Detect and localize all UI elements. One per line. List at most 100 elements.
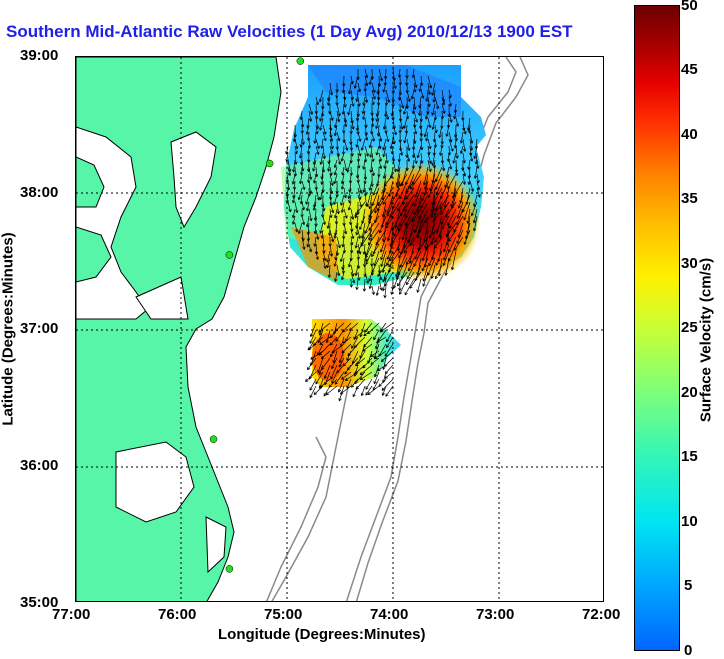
velocity-arrow [343,117,348,128]
velocity-arrow [434,229,443,243]
velocity-arrow [334,371,345,385]
velocity-arrow [287,201,292,213]
velocity-arrow [439,194,450,210]
velocity-arrow [337,378,345,393]
velocity-arrow [371,243,380,258]
velocity-arrow [340,271,345,281]
velocity-arrow [449,215,457,229]
velocity-arrow [364,215,373,234]
velocity-arrow [443,243,450,261]
velocity-arrow [315,371,324,385]
velocity-arrow [333,257,338,267]
velocity-arrow [318,364,324,376]
velocity-arrow [291,208,296,219]
velocity-arrow [469,180,474,192]
velocity-arrow [350,117,355,130]
velocity-arrow [448,89,452,99]
velocity-arrow [362,110,366,120]
velocity-arrow [431,103,436,116]
velocity-arrow [404,278,415,296]
colorbar-tick: 40 [681,126,698,143]
velocity-arrow [420,208,429,224]
velocity-arrow [359,371,373,381]
velocity-arrow [438,124,443,138]
velocity-arrow [385,131,390,143]
velocity-arrow [406,152,411,162]
velocity-arrow [385,110,390,120]
velocity-arrow [417,103,422,117]
x-tick-label: 72:00 [582,606,621,623]
velocity-arrow [341,166,345,176]
velocity-arrow [373,371,380,385]
velocity-arrow [350,208,355,220]
velocity-arrow [422,166,429,186]
velocity-arrow [421,257,429,272]
velocity-arrow [380,250,387,267]
velocity-arrow [455,166,459,176]
velocity-arrow [382,187,394,205]
velocity-arrow [357,131,362,142]
velocity-arrow [354,208,359,219]
velocity-arrow [355,138,359,148]
velocity-arrow [375,145,380,156]
velocity-arrow [341,371,352,380]
velocity-arrow [383,285,387,299]
velocity-arrow [455,117,460,127]
colorbar-tick: 5 [684,577,693,594]
velocity-arrow [455,145,459,159]
velocity-arrow [365,250,373,265]
velocity-arrow [319,117,324,131]
velocity-arrow [326,215,331,229]
velocity-arrow [448,138,454,152]
velocity-arrow [441,159,446,172]
y-tick-label: 36:00 [20,457,59,474]
x-tick-label: 77:00 [52,606,91,623]
radar-stations [209,57,305,573]
velocity-arrow [378,131,383,142]
velocity-arrow [309,378,317,391]
velocity-arrow [362,96,366,106]
velocity-arrow [329,336,338,346]
velocity-arrow [294,138,299,150]
map-panel[interactable] [75,56,604,602]
velocity-arrow [329,131,334,142]
velocity-arrow [336,131,341,142]
velocity-arrow [398,278,402,291]
velocity-arrow [413,75,418,88]
velocity-arrow [310,350,324,360]
velocity-arrow [297,222,303,235]
velocity-arrow [399,250,408,268]
velocity-arrow [287,166,292,176]
velocity-arrow [403,117,408,129]
velocity-arrow [292,131,297,142]
velocity-arrow [379,236,387,253]
velocity-arrow [420,194,429,209]
velocity-arrow [443,187,450,208]
velocity-arrow [352,385,359,398]
velocity-arrow [301,180,306,190]
colorbar-tick: 20 [681,384,698,401]
velocity-arrow [371,131,376,142]
velocity-arrow [394,208,401,229]
velocity-arrow [383,159,387,169]
velocity-arrow [340,180,345,190]
velocity-arrow [414,215,422,233]
y-axis-title: Latitude (Degrees:Minutes) [0,232,17,426]
velocity-arrow [329,243,334,257]
velocity-arrow [432,89,436,103]
velocity-vectors [285,68,481,402]
radar-station-marker [296,57,305,65]
velocity-arrow [336,264,341,277]
colorbar [634,5,680,651]
velocity-arrow [292,159,296,173]
velocity-arrow [338,350,345,364]
velocity-arrow [343,138,349,151]
velocity-arrow [453,110,457,120]
velocity-arrow [325,385,338,396]
velocity-arrow [371,82,376,93]
velocity-arrow [329,208,333,219]
velocity-arrow [353,329,366,339]
velocity-arrow [322,124,327,135]
velocity-arrow [413,201,422,216]
velocity-arrow [292,194,296,204]
